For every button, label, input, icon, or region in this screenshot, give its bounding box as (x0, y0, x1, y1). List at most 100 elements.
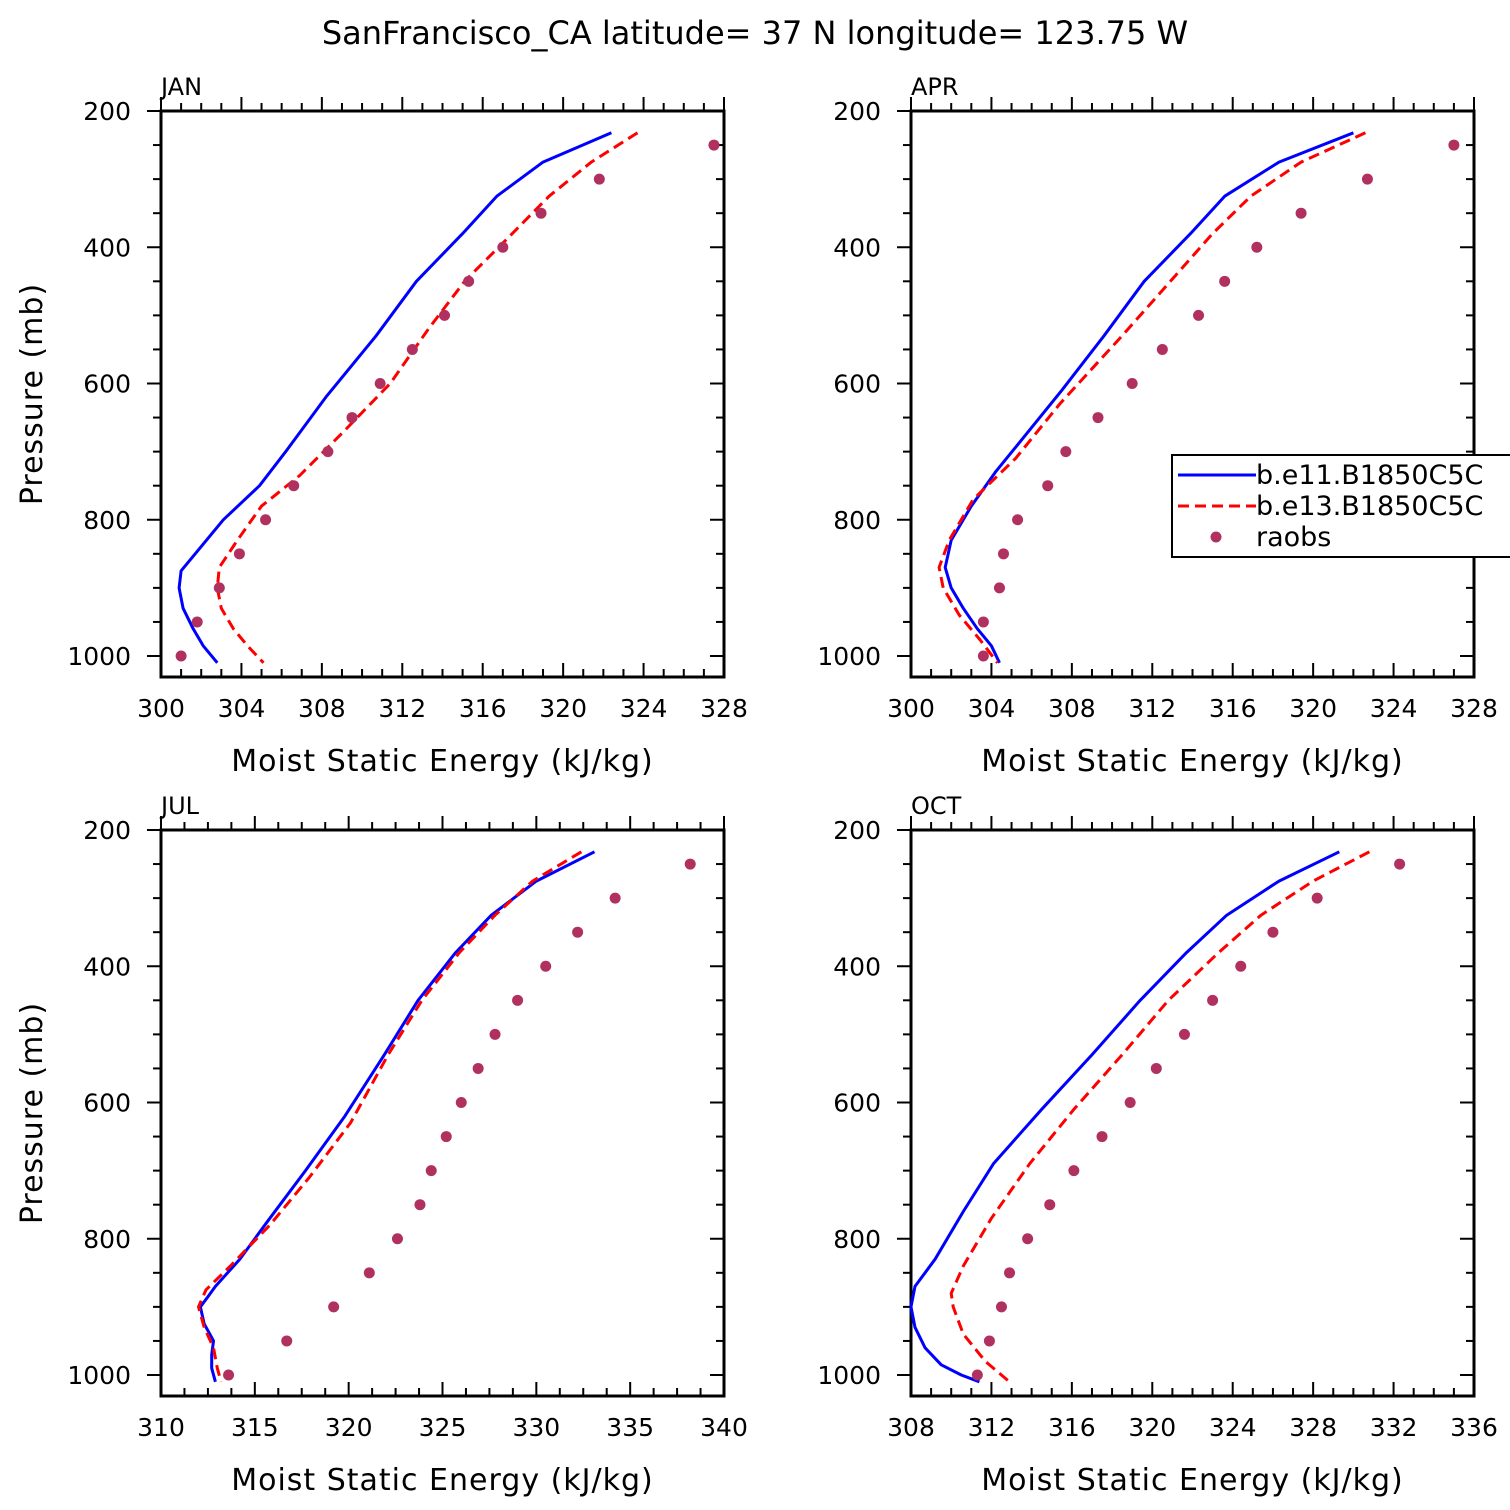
raobs-point (971, 1369, 983, 1381)
raobs-point (1156, 343, 1168, 355)
y-tick-label: 200 (83, 97, 131, 126)
y-tick-label: 800 (833, 506, 881, 535)
x-tick-label: 328 (1450, 694, 1498, 723)
y-tick-label: 400 (83, 233, 131, 262)
raobs-point (175, 650, 187, 662)
legend-label: b.e13.B1850C5C (1256, 491, 1483, 522)
raobs-point (322, 446, 334, 458)
raobs-point (1060, 446, 1072, 458)
x-tick-label: 300 (137, 694, 185, 723)
y-tick-label: 1000 (817, 642, 881, 671)
x-tick-label: 316 (1209, 694, 1257, 723)
x-tick-label: 320 (1128, 1413, 1176, 1442)
plot-frame (909, 109, 1476, 679)
series-line-b-e13-b1850c5c (197, 850, 583, 1383)
raobs-point (572, 926, 584, 938)
y-axis-label: Pressure (mb) (15, 1002, 50, 1224)
raobs-point (497, 241, 509, 253)
raobs-point (1124, 1097, 1136, 1108)
x-tick-label: 320 (539, 694, 587, 723)
x-tick-label: 300 (887, 694, 935, 723)
raobs-point (489, 1028, 501, 1040)
panel-jul: 310 315 320 325 330 335 340 200 400 600 800 1000 JUL… (15, 792, 748, 1498)
raobs-point (1394, 858, 1406, 870)
raobs-point (1096, 1131, 1108, 1143)
raobs-point (363, 1267, 375, 1279)
raobs-point (512, 994, 524, 1006)
raobs-point (1068, 1165, 1080, 1177)
raobs-point (977, 650, 989, 662)
panel-label: OCT (911, 792, 962, 820)
raobs-point (1012, 514, 1024, 526)
y-tick-label: 600 (83, 1089, 131, 1118)
raobs-point (191, 616, 203, 628)
raobs-point (213, 582, 225, 594)
raobs-point (1092, 412, 1104, 424)
x-tick-label: 310 (137, 1413, 185, 1442)
raobs-point (1022, 1233, 1034, 1245)
x-tick-label: 328 (1289, 1413, 1337, 1442)
raobs-point (684, 858, 696, 870)
raobs-point (993, 582, 1005, 594)
raobs-point (1193, 309, 1205, 321)
plot-frame (909, 828, 1476, 1398)
raobs-point (977, 616, 989, 628)
series-line-b-e11-b1850c5c (909, 850, 1340, 1384)
x-tick-label: 304 (218, 694, 266, 723)
x-axis-label: Moist Static Energy (kJ/kg) (231, 744, 654, 779)
legend-entry: b.e13.B1850C5C (1178, 491, 1483, 522)
raobs-point (1126, 378, 1138, 389)
raobs-point (1267, 926, 1279, 938)
raobs-point (1219, 275, 1231, 287)
legend-label: raobs (1256, 522, 1331, 553)
y-tick-label: 800 (83, 1225, 131, 1254)
y-tick-label: 1000 (67, 642, 131, 671)
plot-frame (159, 109, 726, 679)
x-tick-label: 340 (700, 1413, 748, 1442)
x-tick-label: 324 (1370, 694, 1418, 723)
raobs-point (1150, 1062, 1162, 1074)
raobs-point (1448, 139, 1460, 151)
raobs-point (1044, 1199, 1056, 1211)
raobs-point (1207, 994, 1219, 1006)
raobs-point (288, 480, 300, 492)
y-tick-label: 800 (833, 1225, 881, 1254)
raobs-point (1361, 173, 1373, 185)
raobs-point (328, 1301, 340, 1313)
legend-entry: b.e11.B1850C5C (1178, 460, 1483, 491)
panel-label: JUL (159, 792, 200, 820)
x-tick-label: 320 (325, 1413, 373, 1442)
raobs-point (425, 1165, 437, 1177)
raobs-point (1311, 892, 1323, 904)
series-line-b-e11-b1850c5c (198, 850, 596, 1383)
series-raobs (971, 858, 1406, 1381)
raobs-point (346, 412, 358, 424)
raobs-point (1235, 960, 1247, 972)
raobs-point (260, 514, 272, 526)
y-tick-label: 1000 (817, 1361, 881, 1390)
panel-oct: 308 312 316 320 324 328 332 336 200 400 600 800 1000… (817, 792, 1497, 1498)
y-tick-label: 800 (83, 506, 131, 535)
x-tick-label: 324 (620, 694, 668, 723)
x-tick-label: 315 (231, 1413, 279, 1442)
y-tick-label: 600 (83, 370, 131, 399)
raobs-point (281, 1335, 293, 1347)
series-raobs (977, 139, 1460, 662)
x-tick-label: 324 (1209, 1413, 1257, 1442)
raobs-point (1251, 241, 1263, 253)
raobs-point (997, 548, 1009, 560)
x-tick-label: 316 (459, 694, 507, 723)
raobs-point (391, 1233, 403, 1245)
raobs-point (472, 1062, 484, 1074)
y-tick-label: 400 (83, 952, 131, 981)
y-tick-label: 600 (833, 370, 881, 399)
legend-label: b.e11.B1850C5C (1256, 460, 1483, 491)
x-axis-label: Moist Static Energy (kJ/kg) (981, 1463, 1404, 1498)
raobs-point (406, 343, 418, 355)
raobs-point (463, 275, 475, 287)
series-raobs (175, 139, 720, 662)
series-line-b-e13-b1850c5c (215, 131, 639, 664)
y-tick-label: 600 (833, 1089, 881, 1118)
